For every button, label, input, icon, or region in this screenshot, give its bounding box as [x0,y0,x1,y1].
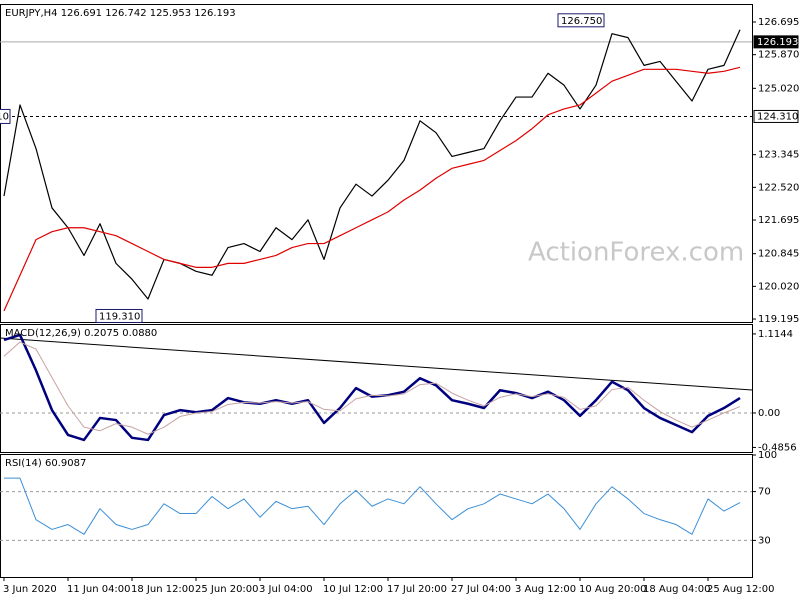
y-tick-label: 119.195 [758,314,799,325]
x-tick-label: 27 Jul 04:00 [451,584,511,595]
price-label: 124.310 [757,111,798,122]
series-line [4,477,741,535]
rsi-panel [0,454,753,578]
annotation-label: 126.750 [561,16,602,27]
y-tick-label: 121.695 [758,215,799,226]
y-tick-label: 120.845 [758,249,799,260]
trend-line [0,337,753,391]
price-box [753,109,799,123]
annotation-box [557,13,605,28]
y-tick-label: 126.695 [758,17,799,28]
macd-panel [0,324,753,453]
x-tick-label: 25 Aug 12:00 [707,584,774,595]
y-tick-label: 100 [758,450,777,461]
y-tick-label: 1.1144 [758,329,793,340]
price-box [0,108,11,124]
x-tick-label: 11 Jun 04:00 [67,584,131,595]
y-tick-label: 122.520 [758,182,799,193]
y-tick-label: -0.4856 [758,442,797,453]
price-panel [0,4,753,323]
series-line [3,29,741,300]
y-tick-label: 123.345 [758,150,799,161]
y-tick-label: 125.870 [758,50,799,61]
panel-title: MACD(12,26,9) 0.2075 0.0880 [5,328,157,339]
series-line [3,333,741,442]
watermark: ActionForex.com [528,238,744,268]
price-box [753,35,799,49]
x-tick-label: 10 Jul 12:00 [323,584,383,595]
x-tick-label: 3 Jul 04:00 [259,584,313,595]
x-tick-label: 3 Aug 12:00 [515,584,576,595]
series-line [3,66,741,312]
price-label: 124.310 [0,111,9,122]
y-tick-label: 125.020 [758,83,799,94]
panel-title: RSI(14) 60.9087 [5,458,86,469]
y-tick-label: 30 [758,535,771,546]
series-line [3,341,741,435]
y-tick-label: 120.020 [758,281,799,292]
price-label: 126.193 [757,37,798,48]
x-tick-label: 25 Jun 20:00 [195,584,259,595]
x-tick-label: 17 Jul 20:00 [387,584,447,595]
panel-title: EURJPY,H4 126.691 126.742 125.953 126.19… [5,8,236,19]
x-tick-label: 18 Aug 04:00 [643,584,710,595]
annotation-box [95,308,143,323]
x-tick-label: 10 Aug 20:00 [579,584,646,595]
y-tick-label: 0.00 [758,408,780,419]
x-tick-label: 18 Jun 12:00 [131,584,195,595]
x-tick-label: 3 Jun 2020 [3,584,57,595]
y-tick-label: 70 [758,487,771,498]
annotation-label: 119.310 [99,311,140,322]
